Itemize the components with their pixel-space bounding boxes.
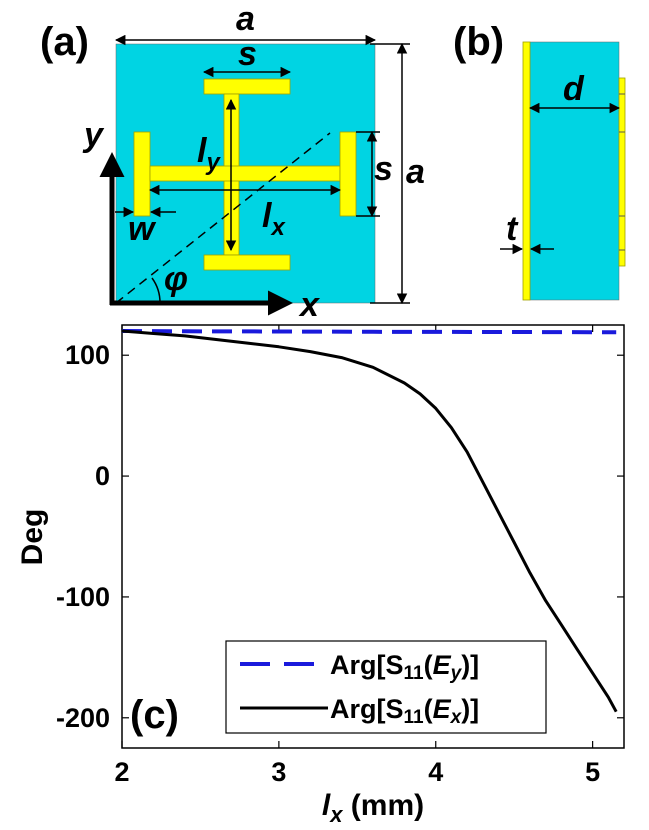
dimension-lines (114, 34, 410, 305)
coordinate-axes (99, 152, 293, 316)
angle-phi-label: φ (164, 260, 188, 298)
x-axis-title: lx (mm) (322, 789, 424, 827)
dim-lx: lx (262, 197, 286, 241)
dim-a-side: a (406, 153, 425, 191)
cross-resonator (133, 78, 357, 271)
legend-label-ex: Arg[S11(Ex)] (330, 694, 479, 728)
panel-a: (a) (40, 0, 425, 324)
panel-c-chart: 2 3 4 5 100 0 -100 -200 Deg lx (mm) Arg[S11(Ey… (16, 324, 625, 827)
legend-box (225, 640, 547, 734)
x-tick-label: 4 (428, 757, 443, 787)
dim-d: d (563, 70, 585, 108)
side-dimension-lines (500, 102, 621, 255)
y-tick-label: -200 (56, 703, 110, 733)
panel-b: (b) d t (453, 20, 626, 301)
dim-a-top: a (236, 0, 255, 38)
side-substrate (529, 41, 620, 301)
ground-plane (522, 41, 531, 301)
x-tick-label: 2 (114, 757, 129, 787)
legend: Arg[S11(Ey)] Arg[S11(Ex)] (225, 640, 547, 734)
series-line-0 (121, 329, 617, 335)
x-tick-label: 3 (271, 757, 286, 787)
x-axis-ticks: 2 3 4 5 (114, 325, 600, 787)
axis-y-label: y (82, 116, 105, 154)
dim-ly: ly (197, 132, 221, 176)
dim-w: w (128, 210, 157, 248)
axis-x-label: x (298, 286, 321, 324)
x-tick-label: 5 (585, 757, 600, 787)
y-tick-label: 0 (95, 461, 110, 491)
dim-s-side: s (374, 150, 393, 188)
dim-s-top: s (238, 35, 257, 73)
side-metal-ticks (619, 93, 625, 251)
panel-b-label: (b) (453, 20, 504, 64)
legend-label-ey: Arg[S11(Ey)] (330, 650, 479, 684)
panel-c-label: (c) (130, 693, 179, 737)
y-tick-label: 100 (65, 340, 110, 370)
top-metal-layer (618, 77, 626, 267)
series-layer (121, 329, 618, 713)
series-line-1 (121, 329, 618, 713)
y-tick-label: -100 (56, 582, 110, 612)
y-axis-ticks: 100 0 -100 -200 (56, 340, 624, 733)
panel-a-label: (a) (40, 20, 89, 64)
dim-t: t (506, 210, 519, 248)
y-axis-title: Deg (16, 509, 49, 566)
